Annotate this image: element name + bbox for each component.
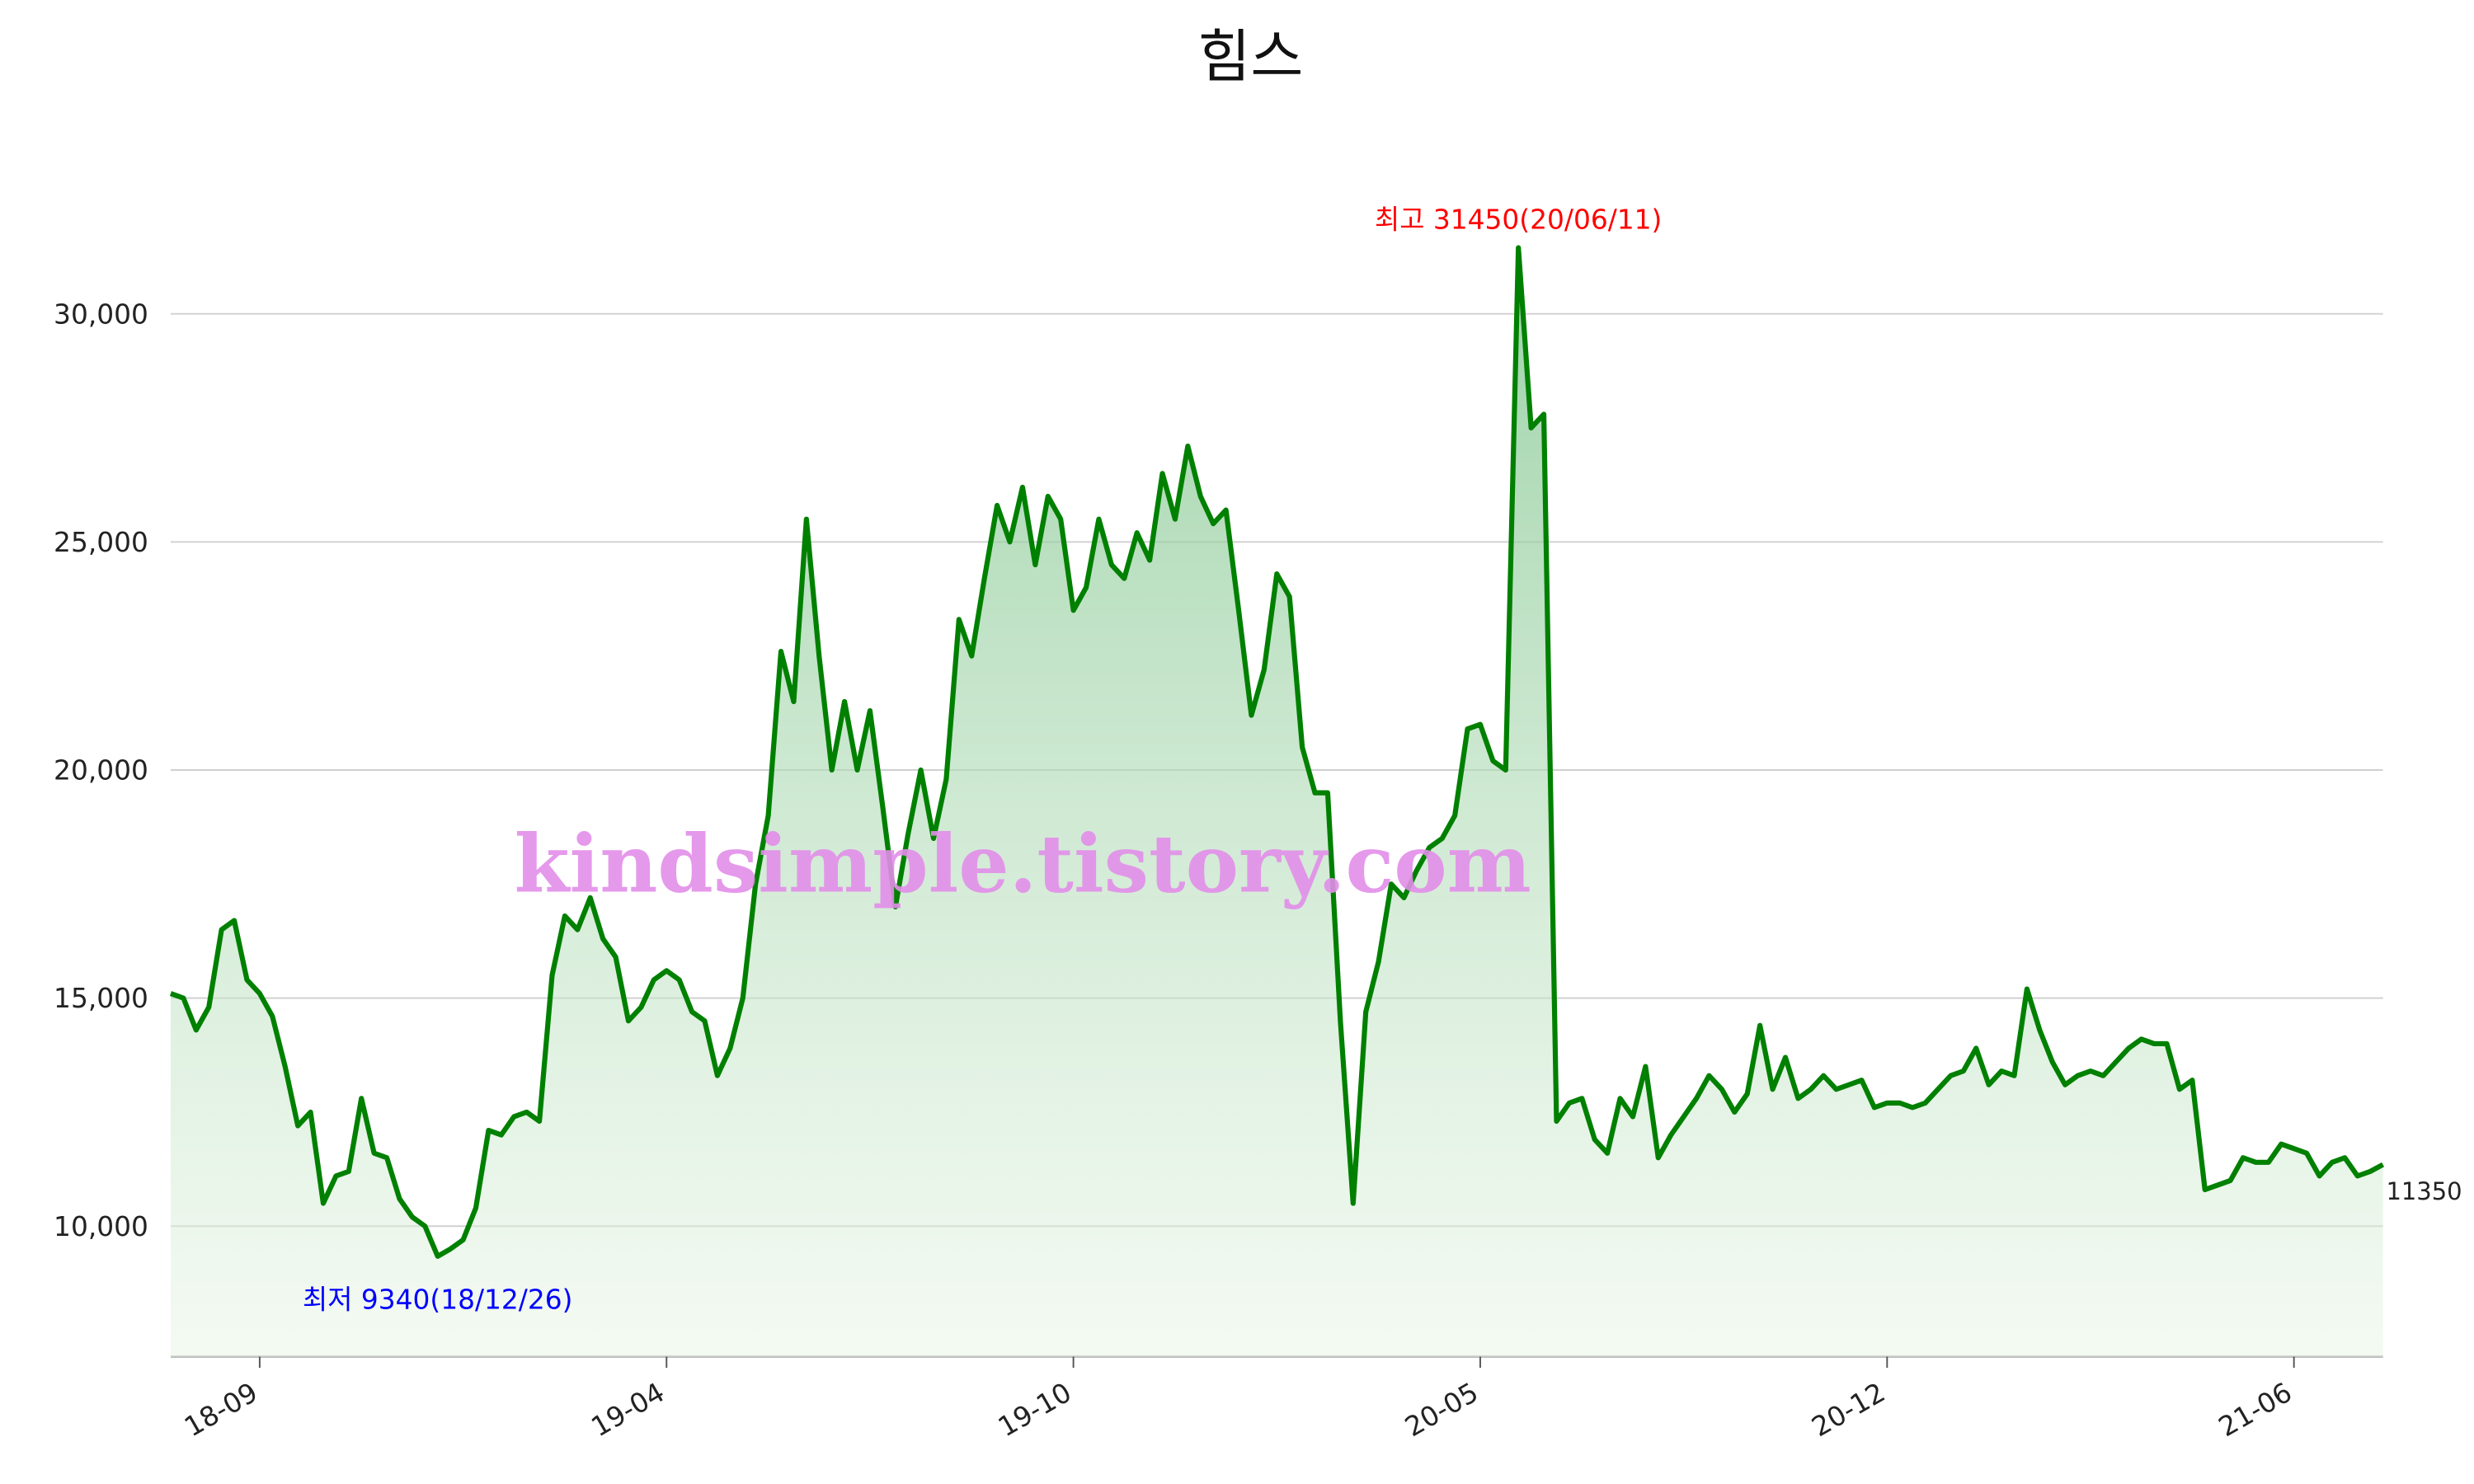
y-tick-label: 20,000 [54,755,148,787]
max-annotation: 최고 31450(20/06/11) [1375,204,1662,235]
y-tick-label: 30,000 [54,298,148,330]
last-value-label: 11350 [2386,1177,2462,1205]
x-tick-label: 18-09 [179,1377,263,1444]
y-tick-label: 25,000 [54,527,148,558]
watermark: kindsimple.tistory.com [515,817,1531,911]
x-tick-label: 19-10 [993,1377,1077,1444]
x-tick-label: 21-06 [2213,1377,2298,1444]
x-tick-label: 19-04 [586,1377,670,1444]
price-line [169,245,2385,1259]
y-tick-label: 10,000 [54,1211,148,1242]
chart-title: 힘스 [1197,24,1303,91]
x-tick-label: 20-12 [1807,1377,1891,1444]
area-fill [170,247,2383,1357]
y-tick-label: 15,000 [54,983,148,1014]
x-tick-label: 20-05 [1399,1377,1484,1444]
min-annotation: 최저 9340(18/12/26) [303,1284,572,1316]
